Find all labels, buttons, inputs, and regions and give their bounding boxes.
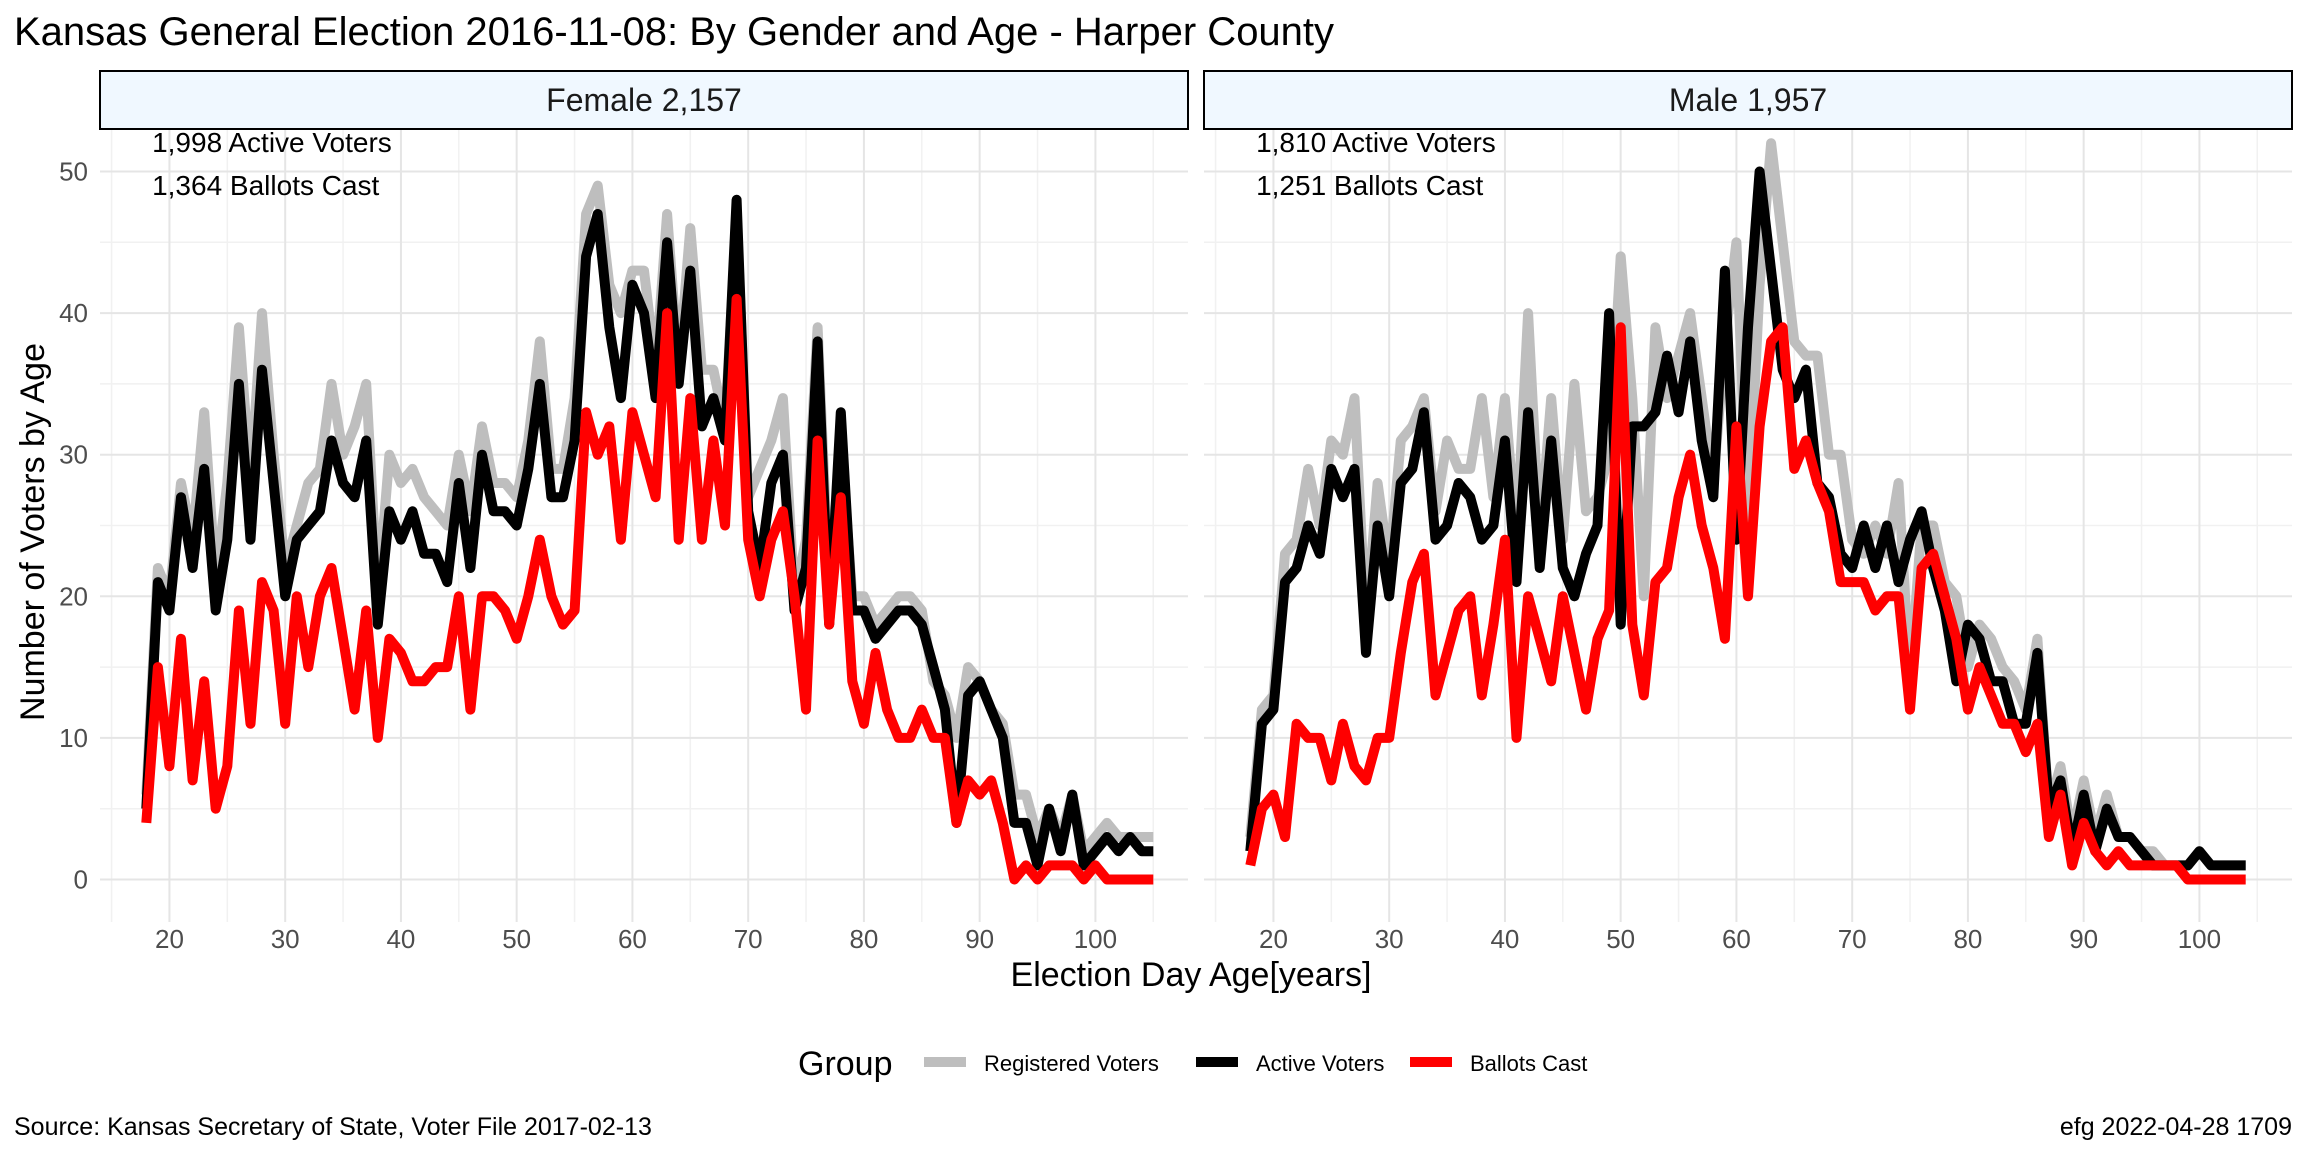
legend-title: Group [798,1045,893,1083]
x-tick-label: 80 [1953,924,1982,954]
facet-strip-label: Female 2,157 [546,82,742,118]
x-tick-label: 40 [386,924,415,954]
x-tick-label: 90 [2069,924,2098,954]
x-tick-label: 90 [965,924,994,954]
x-axis-label: Election Day Age[years] [1011,956,1372,994]
y-tick-label: 50 [59,156,88,186]
source-note: Source: Kansas Secretary of State, Voter… [14,1113,652,1141]
x-tick-label: 70 [1838,924,1867,954]
y-tick-label: 0 [74,865,88,895]
credit-note: efg 2022-04-28 1709 [2060,1113,2292,1141]
facet-strip [99,70,1189,130]
x-tick-label: 80 [849,924,878,954]
x-tick-label: 20 [155,924,184,954]
x-tick-label: 70 [734,924,763,954]
x-tick-label: 50 [1606,924,1635,954]
x-tick-label: 30 [271,924,300,954]
x-tick-label: 60 [1722,924,1751,954]
x-tick-label: 100 [2178,924,2221,954]
series-line-ballots-cast [1245,322,2246,885]
legend-label: Registered Voters [984,1051,1159,1076]
y-axis-label: Number of Voters by Age [14,343,52,721]
y-tick-label: 40 [59,298,88,328]
x-tick-label: 30 [1375,924,1404,954]
x-tick-label: 20 [1259,924,1288,954]
chart-title: Kansas General Election 2016-11-08: By G… [14,10,1334,54]
panel-annotation: 1,364 Ballots Cast [152,170,379,201]
panel-annotation: 1,810 Active Voters [1256,127,1496,158]
legend: Group Registered Voters Active Voters Ball… [798,1045,1587,1083]
facet-strip [1203,70,2293,130]
legend-item: Active Voters [1196,1051,1384,1076]
facet-panels: Female 2,157 1,998 Active Voters 1,364 Bal… [59,70,2293,954]
y-tick-label: 30 [59,440,88,470]
x-tick-label: 40 [1490,924,1519,954]
y-tick-label: 20 [59,581,88,611]
panel-annotation: 1,251 Ballots Cast [1256,170,1483,201]
x-tick-label: 50 [502,924,531,954]
series-line-active-voters [141,194,1154,871]
legend-label: Active Voters [1256,1051,1384,1076]
x-tick-label: 100 [1074,924,1117,954]
legend-label: Ballots Cast [1470,1051,1587,1076]
y-tick-label: 10 [59,723,88,753]
series-line-active-voters [1245,166,2246,871]
facet-panel-2: Male 1,957 1,810 Active Voters 1,251 Ballo… [1203,70,2293,954]
panel-annotation: 1,998 Active Voters [152,127,392,158]
legend-item: Registered Voters [924,1051,1159,1076]
series-line-ballots-cast [141,293,1154,885]
legend-item: Ballots Cast [1410,1051,1587,1076]
facet-strip-label: Male 1,957 [1669,82,1827,118]
facet-panel-1: Female 2,157 1,998 Active Voters 1,364 Bal… [59,70,1189,954]
x-tick-label: 60 [618,924,647,954]
